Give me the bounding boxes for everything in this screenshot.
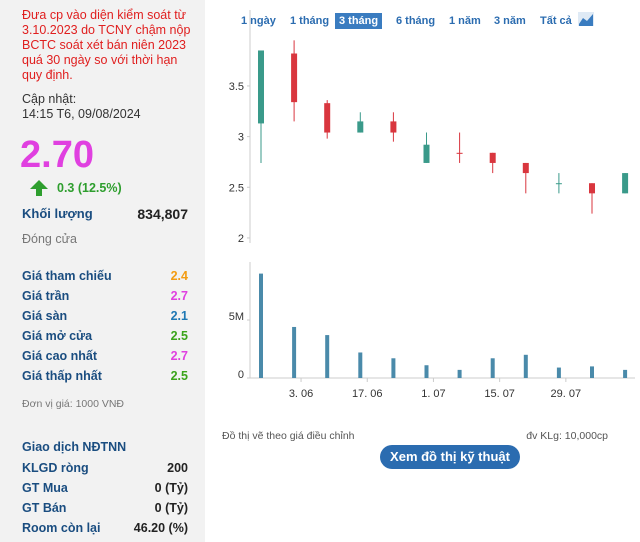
notice: Đưa cp vào diện kiểm soát từ 3.10.2023 d…	[22, 8, 191, 82]
price-row-label: Giá cao nhất	[22, 349, 98, 363]
update-label: Cập nhật:	[22, 92, 77, 106]
up-arrow	[30, 180, 48, 196]
volume-bar	[259, 273, 263, 378]
volume-bar	[424, 365, 429, 378]
price-row-value: 2.7	[170, 349, 188, 363]
volume-label: Khối lượng	[22, 206, 93, 221]
y-tick-label: 2	[238, 233, 244, 245]
price-row-value: 2.4	[170, 269, 188, 283]
x-tick-label: 17. 06	[352, 388, 383, 400]
unit-note: Đơn vị giá: 1000 VNĐ	[22, 398, 125, 410]
foreign-row: GT Mua 0 (Tỷ)	[22, 481, 188, 495]
foreign-row-label: GT Mua	[22, 481, 68, 495]
candle-body	[456, 152, 463, 154]
price: 2.70	[20, 134, 94, 176]
foreign-row-label: Room còn lại	[22, 521, 101, 535]
footnote-left: Đồ thị vẽ theo giá điều chỉnh	[222, 430, 355, 442]
volume-bar	[325, 335, 330, 378]
volume-tick-label: 5M	[229, 311, 244, 323]
price-row-label: Giá sàn	[22, 309, 68, 323]
price-row: Giá thấp nhất 2.5	[22, 369, 188, 383]
volume-bar	[358, 352, 363, 378]
foreign-row-label: GT Bán	[22, 501, 67, 515]
candle-body	[258, 50, 264, 124]
x-tick-label: 3. 06	[289, 388, 313, 400]
tab[interactable]: 1 tháng	[290, 15, 330, 27]
x-tick-label: 1. 07	[421, 388, 445, 400]
price-row: Giá tham chiếu 2.4	[22, 269, 188, 283]
volume-bar	[523, 354, 528, 378]
volume-bar	[556, 367, 561, 378]
volume-bar	[391, 358, 396, 378]
tab[interactable]: Tất cả	[540, 15, 572, 27]
volume-bar	[590, 366, 594, 378]
candle-body	[291, 53, 298, 103]
foreign-row-value: 0 (Tỷ)	[154, 501, 188, 515]
candle-body	[522, 162, 529, 174]
foreign-row-value: 200	[167, 461, 188, 475]
candle-body	[589, 183, 595, 194]
foreign-title: Giao dịch NĐTNN	[22, 440, 127, 454]
price-row-label: Giá mở cửa	[22, 329, 93, 343]
x-tick-label: 29. 07	[551, 388, 582, 400]
foreign-row-value: 0 (Tỷ)	[154, 481, 188, 495]
candle-body	[324, 103, 331, 133]
foreign-row-value: 46.20 (%)	[133, 521, 188, 535]
tab[interactable]: 1 năm	[449, 15, 481, 27]
price-row-value: 2.1	[170, 309, 188, 323]
price-row-label: Giá trần	[22, 289, 70, 303]
price-row: Giá mở cửa 2.5	[22, 329, 188, 343]
price-row-value: 2.5	[170, 329, 188, 343]
price-row: Giá cao nhất 2.7	[22, 349, 188, 363]
tab[interactable]: 3 năm	[494, 15, 526, 27]
status: Đóng cửa	[22, 232, 77, 246]
candle-body	[357, 121, 364, 133]
volume-bar	[623, 369, 628, 378]
info-panel: Đưa cp vào diện kiểm soát từ 3.10.2023 d…	[0, 0, 205, 542]
footnote-right: đv KLg: 10,000cp	[526, 430, 608, 442]
candle-body	[622, 173, 629, 194]
candle-body	[555, 183, 562, 185]
foreign-row: KLGD ròng 200	[22, 461, 188, 475]
candle-body	[489, 152, 496, 163]
x-tick-label: 15. 07	[484, 388, 515, 400]
price-row: Giá sàn 2.1	[22, 309, 188, 323]
price-row-value: 2.7	[170, 289, 188, 303]
volume-value: 834,807	[137, 206, 188, 222]
price-row-value: 2.5	[170, 369, 188, 383]
volume-bar	[457, 369, 462, 378]
tab[interactable]: 6 tháng	[396, 15, 436, 27]
y-tick-label: 3.5	[229, 81, 244, 93]
y-tick-label: 3	[238, 132, 244, 144]
volume-tick-label: 0	[238, 369, 244, 381]
foreign-row: Room còn lại 46.20 (%)	[22, 521, 188, 535]
chart: 2 2.5 3 3.5 0 5M 3. 06 17. 06 1. 07 15. 07 29. 07	[229, 10, 635, 400]
chart-icon[interactable]	[578, 12, 594, 26]
tab[interactable]: 3 tháng	[335, 13, 383, 29]
technical-chart-button[interactable]: Xem đồ thị kỹ thuật	[380, 445, 520, 469]
price-row-label: Giá tham chiếu	[22, 269, 112, 283]
foreign-row-label: KLGD ròng	[22, 461, 89, 475]
candle-body	[390, 121, 397, 133]
update-time: 14:15 T6, 09/08/2024	[22, 107, 141, 121]
y-tick-label: 2.5	[229, 182, 244, 194]
foreign-row: GT Bán 0 (Tỷ)	[22, 501, 188, 515]
volume-bar	[292, 326, 297, 378]
price-row-label: Giá thấp nhất	[22, 369, 102, 383]
volume-bar	[490, 358, 495, 378]
candle-body	[423, 144, 430, 163]
change: 0.3 (12.5%)	[57, 181, 122, 195]
volume-row: Khối lượng 834,807	[22, 206, 188, 222]
price-row: Giá trần 2.7	[22, 289, 188, 303]
